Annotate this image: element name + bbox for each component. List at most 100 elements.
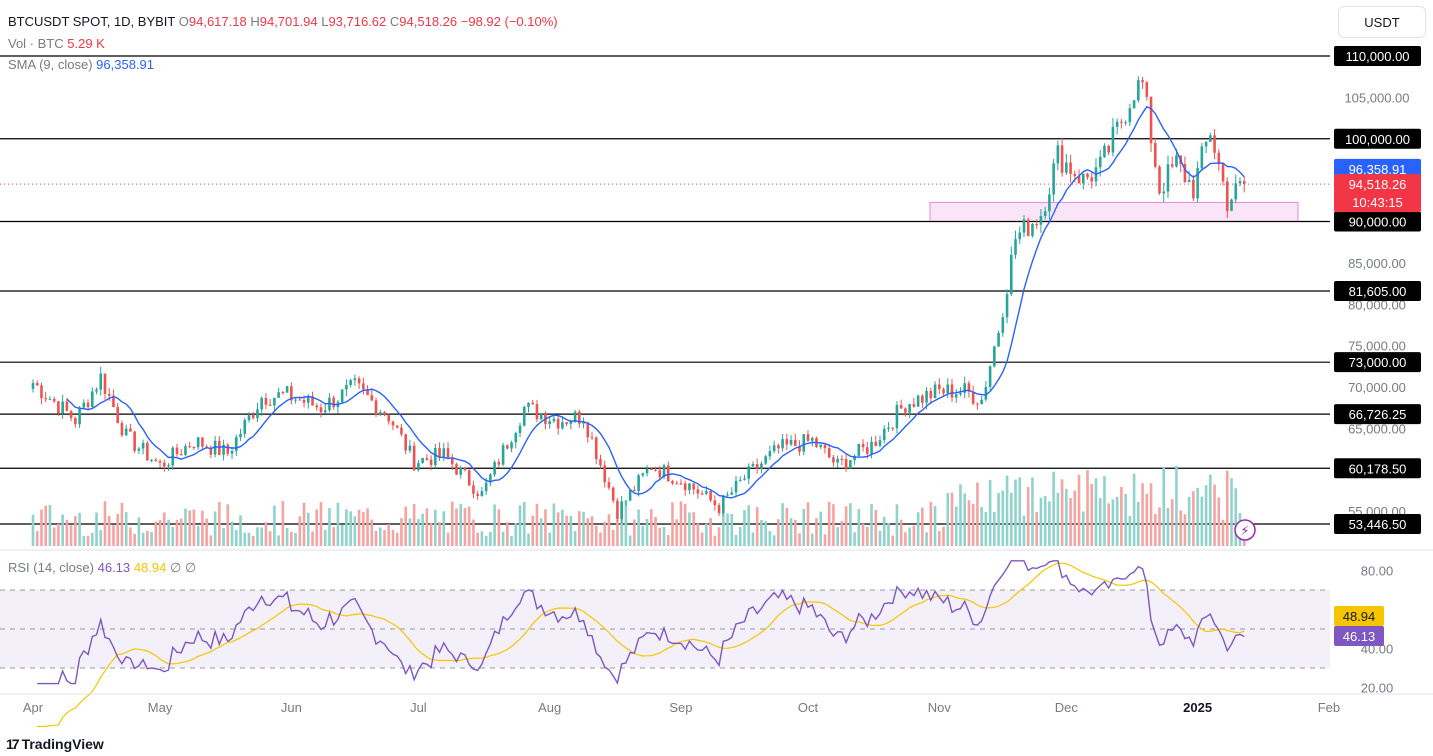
volume-bar: [988, 479, 992, 546]
candle-body: [239, 433, 242, 438]
candle-body: [658, 470, 662, 478]
volume-bar: [209, 535, 213, 546]
candle-body: [882, 428, 886, 441]
volume-bar: [620, 503, 623, 546]
volume-bar: [658, 527, 662, 546]
volume-bar: [129, 527, 132, 546]
volume-bar: [171, 527, 175, 546]
candle-body: [650, 468, 653, 470]
volume-bar: [984, 511, 988, 546]
volume-bar: [637, 509, 640, 546]
candle-body: [709, 491, 712, 501]
candle-body: [285, 386, 289, 393]
volume-bar: [162, 512, 166, 546]
level-label: 100,000.00: [1345, 132, 1410, 147]
volume-bar: [112, 525, 115, 546]
volume-bar: [777, 519, 780, 546]
rsi-box: [1334, 626, 1384, 646]
rsi-label: RSI (14, close): [8, 560, 94, 575]
volume-bar: [874, 510, 878, 546]
high-value: 94,701.94: [259, 14, 318, 29]
candle-body: [1158, 166, 1161, 194]
volume-bar: [1230, 478, 1233, 546]
candle-body: [827, 448, 831, 458]
candle-body: [713, 500, 717, 506]
rsi-extra-2: ∅: [184, 560, 197, 575]
candle-body: [1073, 173, 1077, 177]
volume-bar: [722, 513, 725, 546]
price-tick: 65,000.00: [1348, 421, 1406, 436]
volume-bar: [1069, 497, 1072, 546]
candle-body: [137, 448, 141, 451]
candle-body: [425, 458, 429, 460]
sma-value: 96,358.91: [96, 57, 154, 72]
volume-bar: [175, 519, 179, 546]
volume-bar: [78, 512, 81, 546]
volume-bar: [323, 529, 327, 546]
volume-bar: [1043, 496, 1047, 546]
volume-bar: [582, 511, 585, 546]
volume-bar: [904, 532, 907, 546]
candle-body: [611, 487, 615, 501]
candle-body: [133, 431, 136, 451]
volume-bar: [624, 501, 628, 546]
volume-bar: [1225, 470, 1229, 546]
volume-bar: [315, 509, 319, 546]
volume-bar: [146, 530, 149, 546]
volume-bar: [1217, 497, 1221, 546]
volume-bar: [501, 531, 505, 546]
volume-bar: [1179, 510, 1182, 546]
sma-label: SMA (9, close): [8, 57, 93, 72]
volume-bar: [865, 526, 869, 546]
candle-body: [57, 401, 60, 414]
symbol-label: BTCUSDT SPOT, 1D, BYBIT: [8, 14, 176, 29]
candle-body: [188, 446, 191, 448]
candle-body: [616, 500, 619, 519]
volume-bar: [243, 532, 247, 546]
candle-body: [69, 410, 73, 419]
volume-bar: [1149, 483, 1153, 546]
volume-bar: [281, 501, 285, 546]
candle-body: [141, 442, 145, 449]
candle-body: [323, 410, 327, 413]
volume-bar: [1018, 477, 1022, 546]
price-tick: 85,000.00: [1348, 256, 1406, 271]
volume-bar: [726, 513, 729, 546]
volume-bar: [95, 512, 98, 546]
candle-body: [434, 447, 437, 466]
volume-bar: [921, 507, 924, 546]
candle-body: [671, 481, 674, 484]
candle-body: [734, 480, 738, 493]
volume-bar: [950, 492, 954, 546]
candle-body: [1035, 223, 1038, 225]
candle-body: [950, 384, 954, 398]
candle-body: [273, 397, 276, 406]
candle-body: [129, 428, 132, 432]
candle-body: [302, 400, 306, 403]
volume-bar: [730, 514, 734, 546]
candle-body: [810, 437, 814, 441]
currency-button[interactable]: USDT: [1338, 6, 1426, 38]
volume-bar: [82, 535, 86, 546]
candle-body: [112, 395, 115, 408]
candle-body: [450, 457, 454, 465]
volume-bar: [196, 526, 200, 546]
volume-bar: [290, 531, 293, 546]
volume-bar: [857, 509, 861, 546]
level-label-box: [1334, 458, 1421, 479]
volume-bar: [963, 493, 966, 546]
volume-bar: [942, 526, 945, 546]
volume-bar: [52, 527, 56, 546]
volume-bar: [137, 517, 141, 546]
volume-bar: [802, 509, 806, 546]
volume-bar: [573, 531, 577, 546]
volume-bar: [832, 504, 835, 546]
volume-bar: [455, 508, 458, 546]
candle-body: [243, 420, 247, 434]
volume-bar: [717, 527, 721, 546]
level-label: 110,000.00: [1345, 49, 1409, 64]
candle-body: [222, 444, 225, 455]
candle-body: [82, 402, 86, 408]
candle-body: [1213, 135, 1216, 153]
